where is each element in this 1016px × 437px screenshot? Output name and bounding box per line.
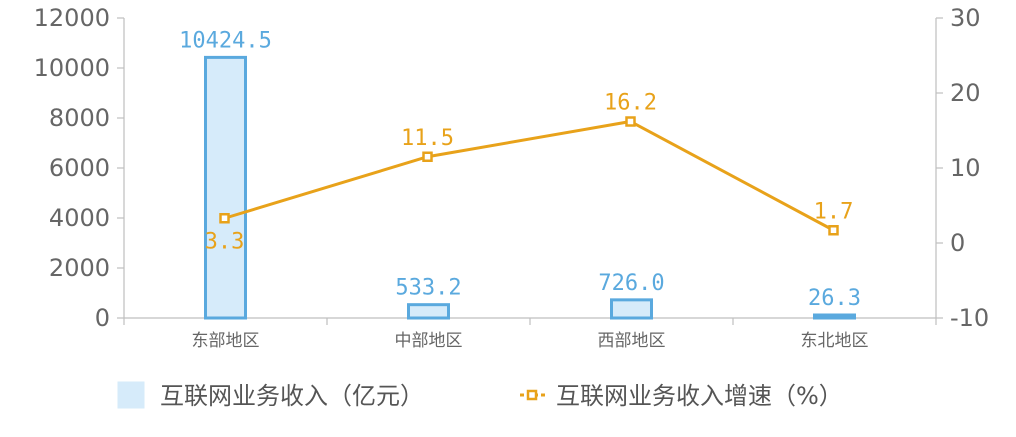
left-tick-label: 12000	[34, 4, 110, 32]
legend: 互联网业务收入（亿元） 互联网业务收入增速（%）	[117, 381, 843, 410]
bar-data-label: 10424.5	[179, 28, 272, 53]
left-tick-label: 0	[95, 304, 110, 332]
line-series	[219, 116, 839, 236]
left-tick-label: 8000	[49, 104, 110, 132]
right-tick-label: 20	[950, 79, 981, 107]
line-point	[828, 225, 839, 236]
bar	[407, 303, 450, 320]
category-label: 中部地区	[395, 331, 463, 351]
data-labels: 10424.5 533.2 726.0 26.3 3.3 11.5 16.2 1.7	[179, 28, 861, 311]
bar-data-label: 726.0	[598, 271, 664, 296]
bar	[204, 55, 247, 320]
bar-data-label: 26.3	[808, 286, 861, 311]
legend-line-label: 互联网业务收入增速（%）	[556, 382, 843, 410]
legend-bar-swatch	[117, 381, 145, 409]
legend-bar-label: 互联网业务收入（亿元）	[160, 382, 424, 410]
left-tick-label: 10000	[34, 54, 110, 82]
category-label: 东北地区	[801, 331, 869, 351]
growth-line	[224, 119, 835, 232]
bar	[813, 313, 856, 320]
right-tick-label: -10	[950, 304, 989, 332]
line-data-label: 3.3	[205, 229, 245, 254]
line-data-label: 16.2	[604, 91, 657, 116]
bar-data-label: 533.2	[395, 276, 461, 301]
category-label: 东部地区	[192, 331, 260, 351]
right-tick-label: 0	[950, 229, 965, 257]
line-data-label: 1.7	[814, 199, 854, 224]
line-point	[219, 213, 230, 224]
line-data-label: 11.5	[401, 126, 454, 151]
line-point	[422, 151, 433, 162]
legend-line-marker	[526, 389, 538, 401]
left-tick-label: 6000	[49, 154, 110, 182]
bar-series	[204, 55, 856, 320]
right-tick-label: 10	[950, 154, 981, 182]
line-point	[625, 116, 636, 127]
bar	[610, 298, 653, 320]
left-tick-label: 4000	[49, 204, 110, 232]
right-tick-label: 30	[950, 4, 981, 32]
category-label: 西部地区	[598, 331, 666, 351]
left-tick-label: 2000	[49, 254, 110, 282]
axes: 0 2000 4000 6000 8000 10000 12000 -10 0 10 20 30 东部地…	[34, 4, 990, 351]
